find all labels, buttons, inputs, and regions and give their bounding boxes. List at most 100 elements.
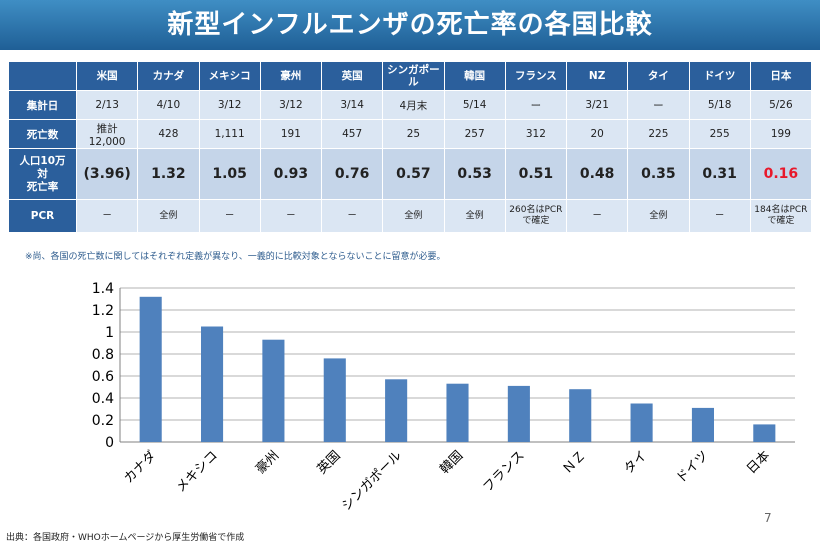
country-header: ドイツ	[688, 61, 751, 91]
table-cell: 3/14	[320, 90, 384, 120]
x-category-label: カナダ	[121, 448, 159, 486]
country-header: カナダ	[137, 61, 200, 91]
y-tick-label: 1.4	[92, 281, 114, 297]
x-category-label: 韓国	[437, 448, 466, 477]
table-cell: 5/26	[749, 90, 813, 120]
table-cell: 225	[627, 119, 690, 149]
table-corner-cell	[8, 61, 77, 91]
table-row: 集計日 2/13 4/10 3/12 3/12 3/14 4月末 5/14 ー 3/21 ー 5/18…	[8, 90, 813, 120]
table-cell: ー	[565, 199, 629, 233]
x-category-label: 豪州	[253, 448, 283, 478]
table-cell: ー	[504, 90, 568, 120]
table-cell: (3.96)	[75, 148, 139, 200]
table-cell: 0.16	[749, 148, 813, 200]
bar	[262, 339, 285, 442]
table-cell: 5/14	[443, 90, 506, 120]
y-tick-label: 0.2	[92, 413, 114, 429]
country-header: フランス	[504, 61, 568, 91]
table-cell: ー	[688, 199, 751, 233]
table-cell: 0.51	[504, 148, 568, 200]
bar	[201, 326, 224, 442]
page-title: 新型インフルエンザの死亡率の各国比較	[0, 0, 820, 50]
y-tick-label: 1.2	[92, 303, 114, 319]
table-cell: 257	[443, 119, 506, 149]
y-tick-label: 0.6	[92, 369, 114, 385]
y-tick-label: 1	[105, 325, 114, 341]
x-category-label: フランス	[480, 448, 527, 495]
x-category-label: タイ	[621, 448, 650, 477]
row-label: 死亡数	[8, 119, 77, 149]
table-cell: 0.53	[443, 148, 506, 200]
bar	[753, 424, 776, 442]
table-cell: 312	[504, 119, 568, 149]
x-category-label: 英国	[315, 448, 344, 477]
bar	[139, 296, 162, 442]
table-cell: 0.35	[627, 148, 690, 200]
table-cell: 0.31	[688, 148, 751, 200]
table-cell: 0.76	[320, 148, 384, 200]
table-cell: 4月末	[382, 90, 445, 120]
table-cell: ー	[320, 199, 384, 233]
country-header: シンガポール	[382, 61, 445, 91]
table-header-row: 米国 カナダ メキシコ 豪州 英国 シンガポール 韓国 フランス NZ タイ ド…	[8, 61, 813, 91]
table-cell: 全例	[137, 199, 200, 233]
table-cell: ー	[259, 199, 323, 233]
table-cell: 1.05	[198, 148, 261, 200]
table-cell: ー	[75, 199, 139, 233]
table-cell: 428	[137, 119, 200, 149]
table-cell: 3/12	[259, 90, 323, 120]
table-cell: 199	[749, 119, 813, 149]
x-category-label: ドイツ	[674, 448, 712, 486]
table-cell: 0.93	[259, 148, 323, 200]
country-header: 日本	[749, 61, 813, 91]
page-number: 7	[764, 511, 772, 525]
table-cell: 全例	[443, 199, 506, 233]
table-cell: 1.32	[137, 148, 200, 200]
x-category-label: シンガポール	[339, 448, 405, 514]
table-cell: 25	[382, 119, 445, 149]
row-label: PCR	[8, 199, 77, 233]
row-label: 人口10万対死亡率	[8, 148, 77, 200]
table-cell: 255	[688, 119, 751, 149]
country-header: 英国	[320, 61, 384, 91]
y-tick-labels: 0 0.2 0.4 0.6 0.8 1 1.2 1.4	[92, 281, 114, 451]
table-cell: 457	[320, 119, 384, 149]
table-cell: 全例	[382, 199, 445, 233]
bar	[323, 358, 346, 442]
table-cell: 191	[259, 119, 323, 149]
table-cell: 3/21	[565, 90, 629, 120]
table-row: 人口10万対死亡率 (3.96) 1.32 1.05 0.93 0.76 0.57 0.53 0…	[8, 148, 813, 200]
table-cell: 3/12	[198, 90, 261, 120]
note-text: ※尚、各国の死亡数に関してはそれぞれ定義が異なり、一義的に比較対象とならないこと…	[25, 252, 446, 262]
table-cell: 全例	[627, 199, 690, 233]
country-header: タイ	[627, 61, 690, 91]
bar	[569, 389, 592, 442]
y-tick-label: 0	[105, 435, 114, 451]
x-category-label: 日本	[744, 448, 773, 477]
table-cell: ー	[198, 199, 261, 233]
table-cell: 0.57	[382, 148, 445, 200]
x-category-label: メキシコ	[173, 448, 220, 495]
bar	[507, 385, 530, 442]
table-cell: 4/10	[137, 90, 200, 120]
table-row: 死亡数 推計 12,000 428 1,111 191 457 25 257 312 20 225 25…	[8, 119, 813, 149]
country-header: メキシコ	[198, 61, 261, 91]
table-cell: 推計 12,000	[75, 119, 139, 149]
country-header: NZ	[565, 61, 629, 91]
table-row: PCR ー全例ーーー全例 全例 260名はPCR で確定ー全例ー 184名はPCR で確定	[8, 199, 813, 233]
y-tick-label: 0.8	[92, 347, 114, 363]
table-cell: ー	[627, 90, 690, 120]
country-comparison-table: 米国 カナダ メキシコ 豪州 英国 シンガポール 韓国 フランス NZ タイ ド…	[8, 61, 813, 233]
source-text: 出典：各国政府・WHOホームページから厚生労働省で作成	[6, 533, 245, 543]
bar	[446, 383, 469, 442]
table-cell: 0.48	[565, 148, 629, 200]
country-header: 豪州	[259, 61, 323, 91]
table-cell: 184名はPCR で確定	[749, 199, 813, 233]
table-cell: 5/18	[688, 90, 751, 120]
bar	[385, 379, 408, 442]
table-cell: 20	[565, 119, 629, 149]
bar	[691, 407, 714, 442]
table-cell: 1,111	[198, 119, 261, 149]
